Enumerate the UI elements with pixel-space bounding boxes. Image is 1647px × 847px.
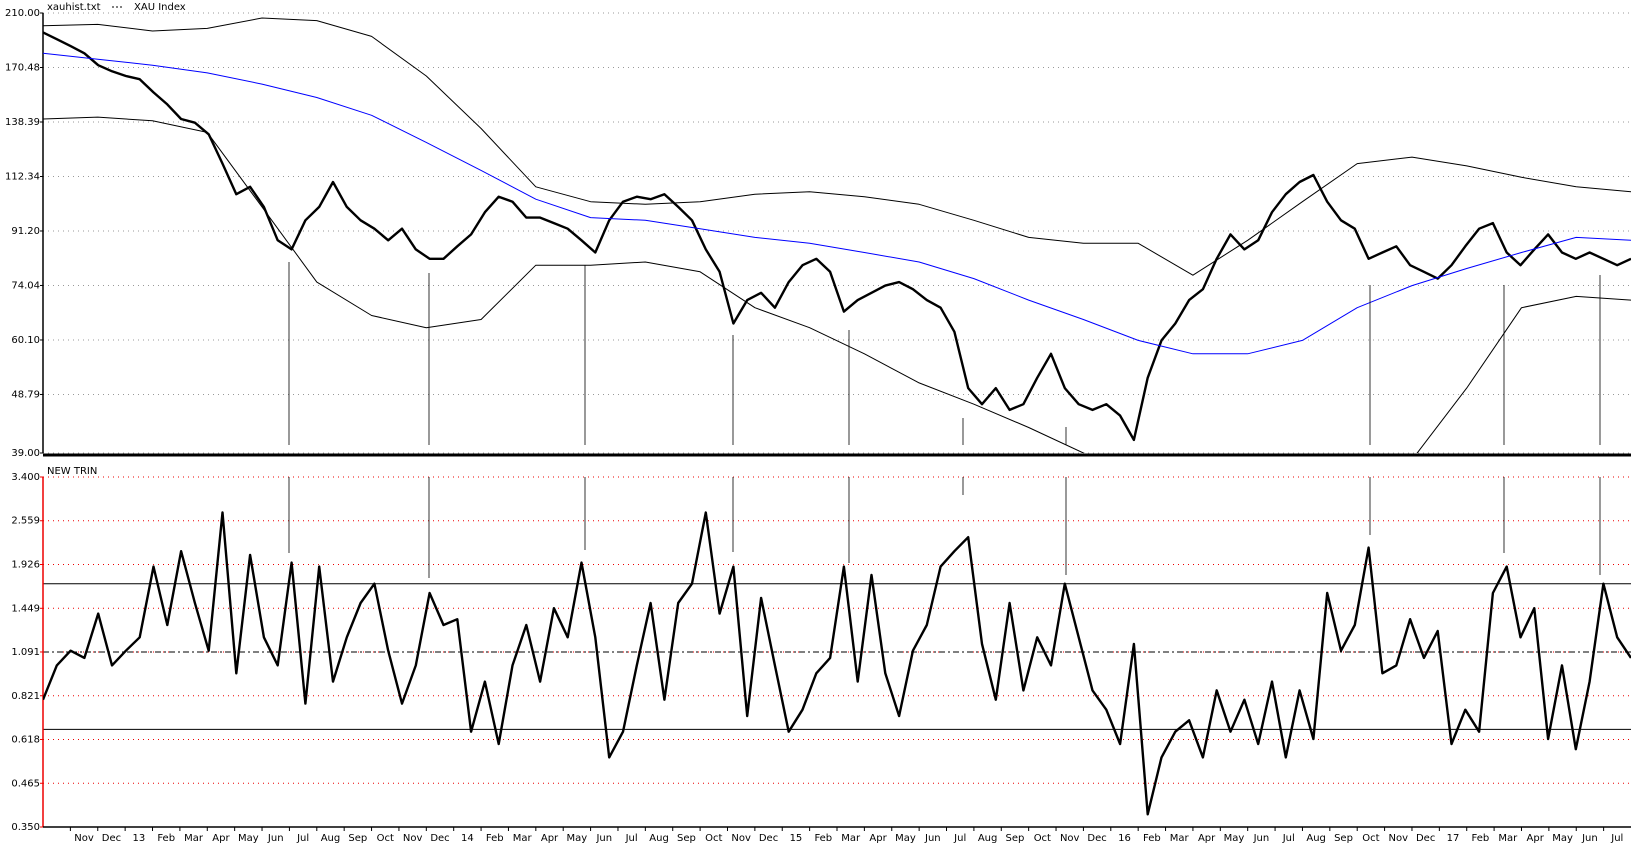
x-tick-label: May (895, 833, 916, 844)
x-tick-label: Nov (731, 833, 751, 844)
x-tick-label: Feb (814, 833, 832, 844)
x-tick-label: May (1224, 833, 1245, 844)
x-tick-label: Nov (403, 833, 423, 844)
x-tick-label: Oct (377, 833, 394, 844)
main-line (43, 31, 1631, 442)
x-tick-label: Jun (924, 833, 941, 844)
x-tick-label: Aug (978, 833, 998, 844)
legend: XAU Index (112, 2, 186, 13)
y-tick-label: 39.00 (11, 448, 40, 459)
x-tick-label: Nov (1389, 833, 1409, 844)
y-tick-label: 1.091 (11, 647, 40, 658)
x-tick-label: Apr (212, 833, 230, 844)
x-tick-label: Oct (1362, 833, 1379, 844)
x-tick-label: Sep (1006, 833, 1025, 844)
x-tick-label: Apr (1198, 833, 1216, 844)
x-tick-label: Dec (1087, 833, 1106, 844)
x-tick-label: Apr (869, 833, 887, 844)
y-tick-label: 1.449 (11, 603, 40, 614)
x-tick-label: Jul (1610, 833, 1623, 844)
x-tick-label: Apr (541, 833, 559, 844)
y-tick-label: 112.34 (5, 171, 40, 182)
x-tick-label: Feb (1472, 833, 1490, 844)
legend-label: XAU Index (134, 2, 186, 13)
y-tick-label: 138.39 (5, 117, 40, 128)
panel-title: xauhist.txt (47, 2, 101, 13)
x-tick-label: Jul (953, 833, 966, 844)
plot-area (43, 17, 1631, 453)
x-tick-label: Sep (677, 833, 696, 844)
y-tick-label: 74.04 (11, 280, 40, 291)
x-tick-label: Mar (513, 833, 533, 844)
x-tick-label: Jun (267, 833, 284, 844)
y-tick-label: 0.465 (11, 778, 40, 789)
overlay-line (43, 17, 1631, 276)
x-tick-label: Feb (1143, 833, 1161, 844)
y-tick-label: 1.926 (11, 559, 40, 570)
x-tick-label: 13 (132, 833, 145, 844)
x-tick-label: Mar (841, 833, 861, 844)
x-tick-label: Mar (184, 833, 204, 844)
y-tick-label: 60.10 (11, 335, 40, 346)
x-tick-label: May (238, 833, 259, 844)
x-tick-label: May (567, 833, 588, 844)
panel-title: NEW TRIN (47, 466, 97, 477)
y-tick-label: 3.400 (11, 472, 40, 483)
y-tick-label: 210.00 (5, 8, 40, 19)
x-tick-label: Apr (1527, 833, 1545, 844)
x-tick-label: Mar (1498, 833, 1518, 844)
x-tick-label: Dec (102, 833, 121, 844)
x-tick-label: Sep (348, 833, 367, 844)
main-line (43, 511, 1631, 816)
x-tick-label: 14 (461, 833, 474, 844)
x-tick-label: 15 (790, 833, 803, 844)
x-tick-label: Dec (430, 833, 449, 844)
x-tick-label: Nov (1060, 833, 1080, 844)
overlay-line (43, 52, 1631, 355)
x-tick-label: Oct (1034, 833, 1051, 844)
x-tick-label: Mar (1170, 833, 1190, 844)
x-tick-label: Feb (486, 833, 504, 844)
y-tick-label: 170.48 (5, 62, 40, 73)
y-tick-label: 0.618 (11, 734, 40, 745)
x-tick-label: Aug (321, 833, 341, 844)
x-tick-label: Sep (1334, 833, 1353, 844)
x-tick-label: 17 (1447, 833, 1460, 844)
plot-area (43, 511, 1631, 816)
x-tick-label: Jun (1581, 833, 1598, 844)
y-tick-label: 91.20 (11, 226, 40, 237)
y-tick-label: 2.559 (11, 516, 40, 527)
y-tick-label: 0.350 (11, 822, 40, 833)
x-tick-label: Nov (74, 833, 94, 844)
x-tick-label: Jun (1253, 833, 1270, 844)
x-tick-label: May (1552, 833, 1573, 844)
overlay-line (43, 116, 1631, 453)
y-tick-label: 0.821 (11, 691, 40, 702)
x-tick-label: Jul (296, 833, 309, 844)
x-tick-label: Feb (157, 833, 175, 844)
x-tick-label: Aug (1306, 833, 1326, 844)
x-tick-label: Jul (625, 833, 638, 844)
x-tick-label: Jul (1282, 833, 1295, 844)
x-tick-label: 16 (1118, 833, 1131, 844)
x-tick-label: Dec (759, 833, 778, 844)
x-tick-label: Aug (649, 833, 669, 844)
x-tick-label: Jun (595, 833, 612, 844)
x-tick-label: Dec (1416, 833, 1435, 844)
x-tick-label: Oct (705, 833, 722, 844)
y-tick-label: 48.79 (11, 389, 40, 400)
